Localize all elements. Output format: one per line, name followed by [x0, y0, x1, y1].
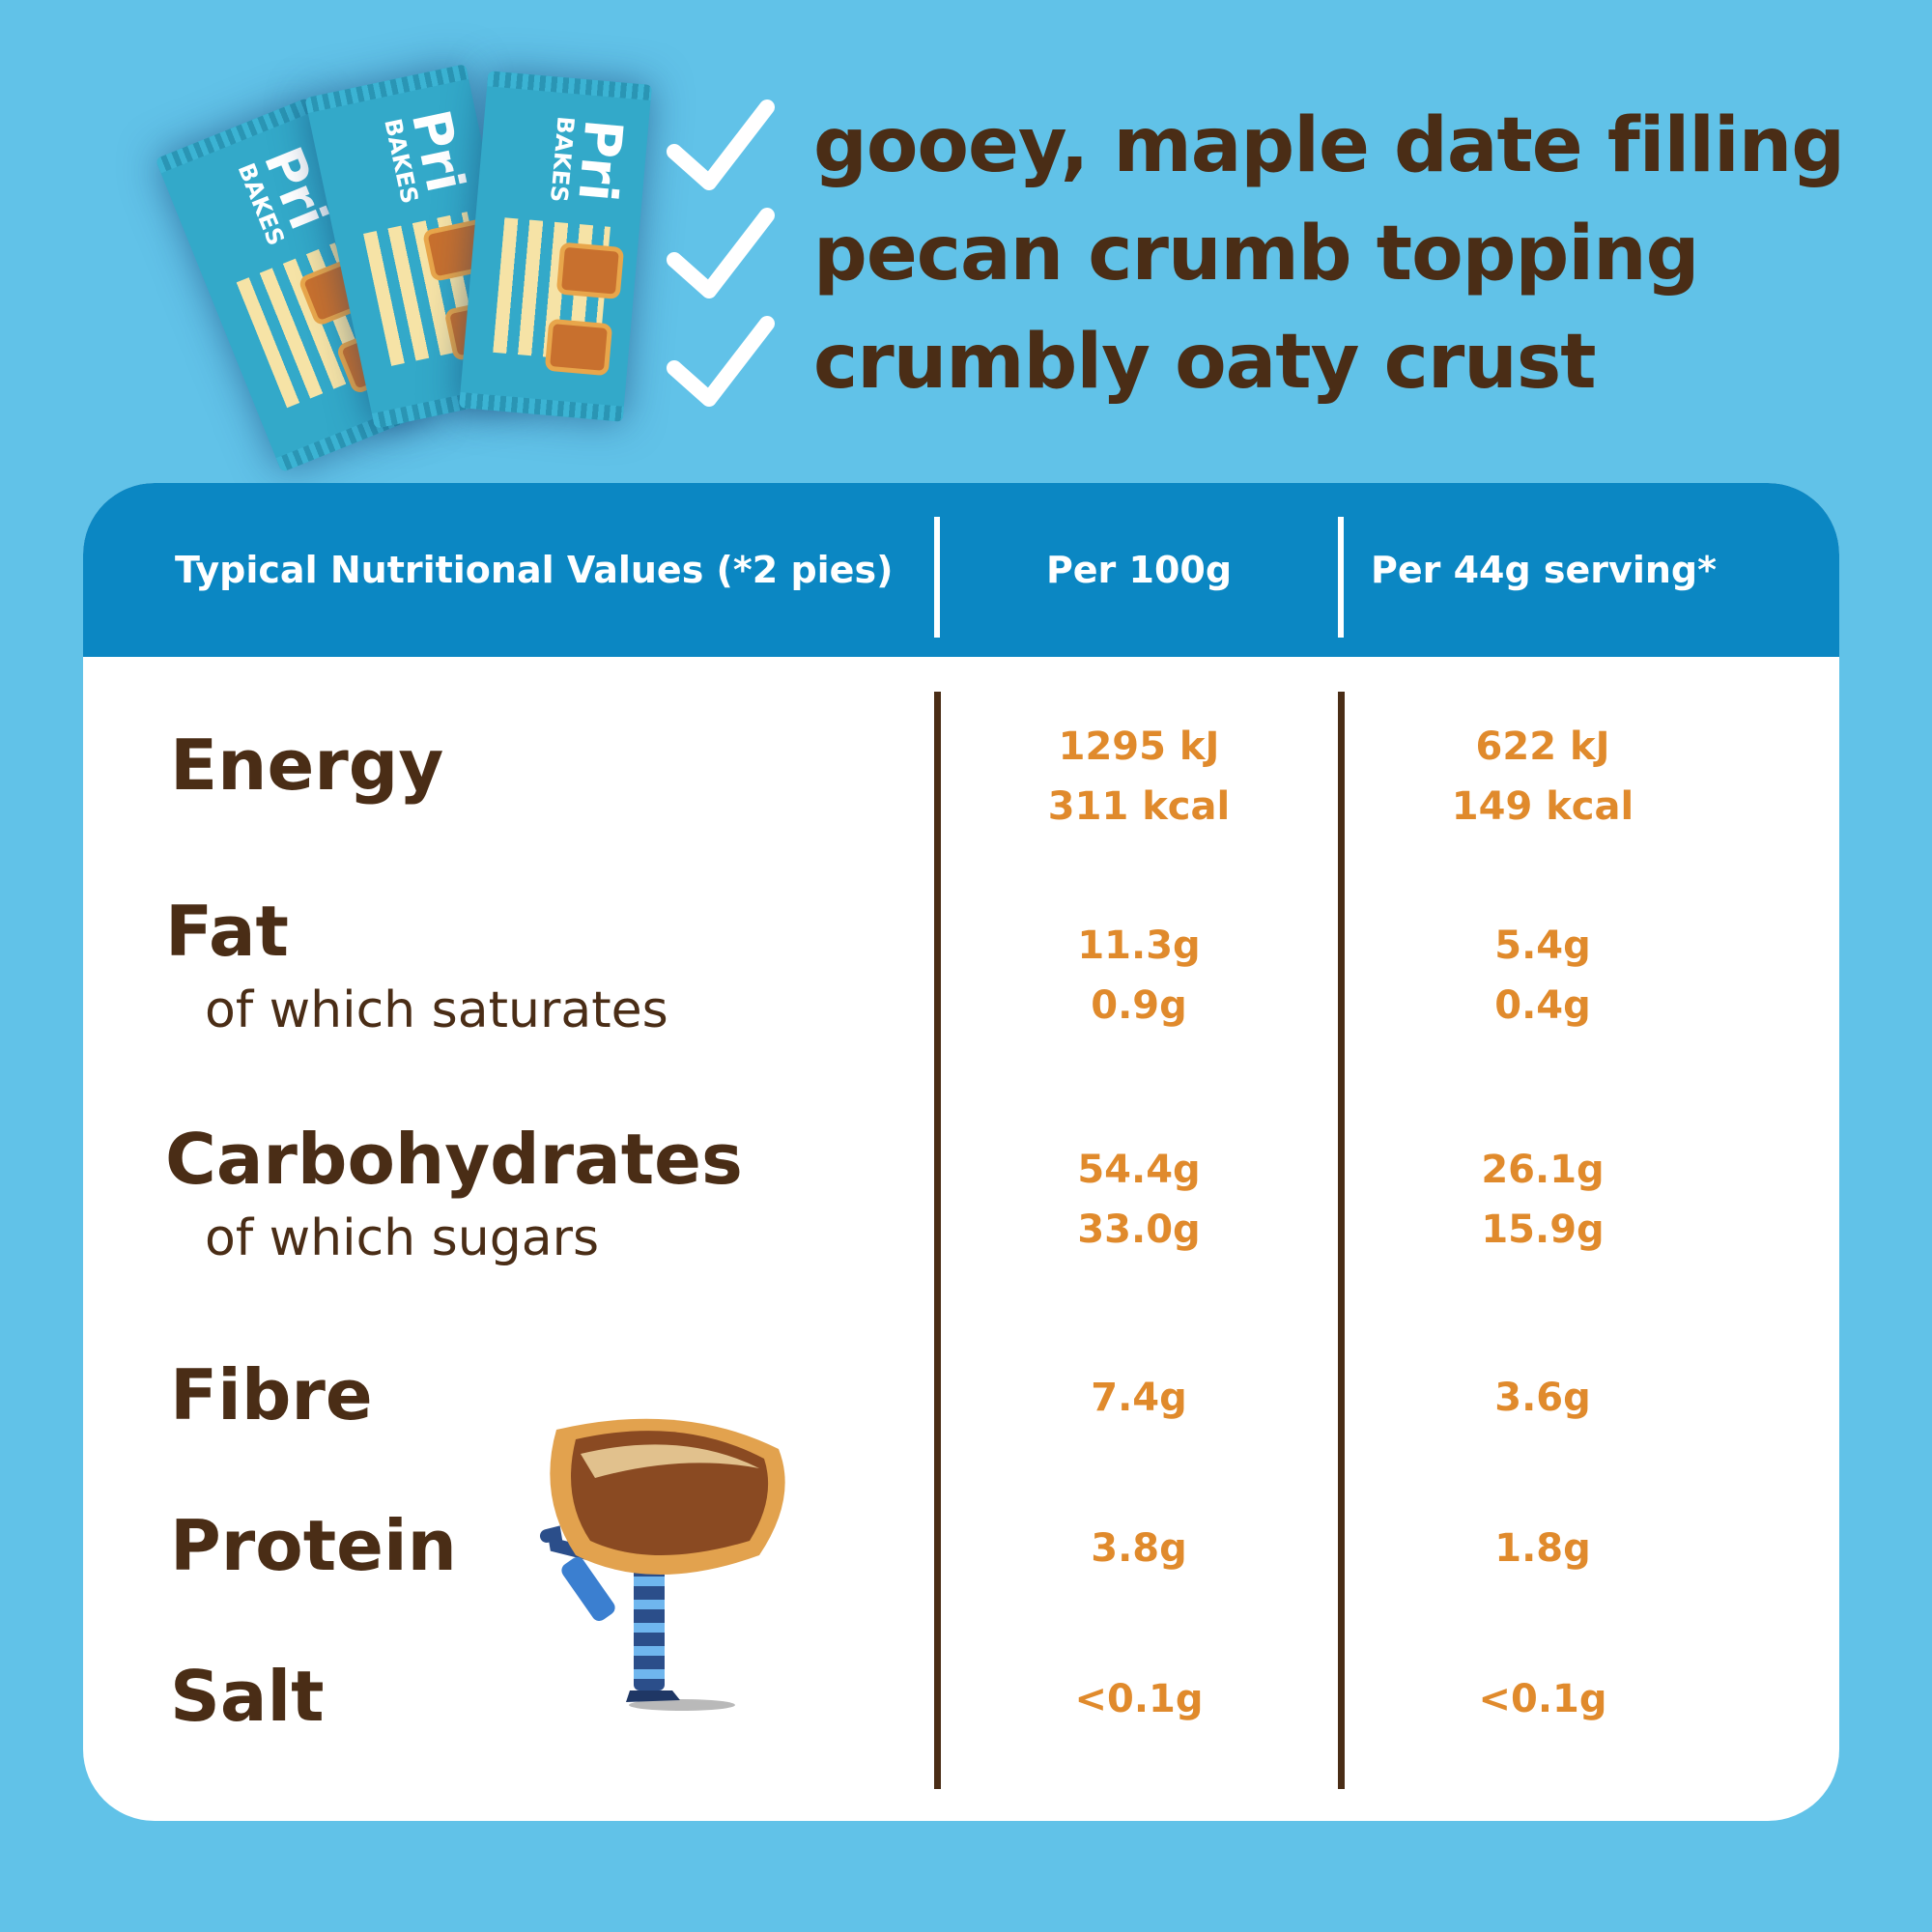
feature-text: gooey, maple date filling [813, 102, 1845, 189]
value-per-serving: 622 kJ 149 kcal [1451, 724, 1634, 829]
nutrient-label: Fibre [170, 1354, 373, 1435]
product-packs-image: Pri BAKES Pri BAKES Pri BAKES [145, 48, 686, 473]
nutrient-label: Protein [170, 1505, 457, 1586]
feature-item: gooey, maple date filling [667, 92, 1845, 200]
check-icon [667, 208, 775, 298]
column-divider [1338, 692, 1345, 1789]
header-divider [934, 517, 940, 638]
pie-mascot-illustration [540, 1418, 785, 1711]
feature-item: crumbly oaty crust [667, 308, 1844, 416]
value-per-serving: 3.6g [1494, 1376, 1591, 1420]
header-divider [1338, 517, 1344, 638]
value-per-100g: <0.1g [1074, 1677, 1204, 1721]
feature-list: gooey, maple date filling pecan crumb to… [667, 92, 1845, 416]
nutrient-label: Energy [170, 724, 444, 806]
feature-text: pecan crumb topping [813, 211, 1699, 298]
header-per-100g: Per 100g [1045, 549, 1233, 591]
value-per-100g: 7.4g [1091, 1376, 1187, 1420]
nutrient-sublabel: of which saturates [205, 981, 668, 1039]
value-per-serving: 1.8g [1494, 1526, 1591, 1571]
header-label: Typical Nutritional Values (*2 pies) [175, 549, 894, 591]
column-divider [934, 692, 941, 1789]
table-header: Typical Nutritional Values (*2 pies) Per… [83, 483, 1839, 657]
feature-text: crumbly oaty crust [813, 319, 1597, 406]
check-icon [667, 99, 775, 190]
nutrient-sublabel: of which sugars [205, 1209, 600, 1267]
value-per-100g: 54.4g 33.0g [1077, 1148, 1201, 1252]
value-per-serving: <0.1g [1478, 1677, 1607, 1721]
value-per-100g: 3.8g [1091, 1526, 1187, 1571]
value-per-100g: 1295 kJ 311 kcal [1047, 724, 1231, 829]
pie-image [544, 318, 613, 377]
product-pack: Pri BAKES [459, 71, 652, 422]
check-icon [667, 316, 775, 407]
value-per-100g: 11.3g 0.9g [1077, 923, 1201, 1028]
header-per-serving: Per 44g serving* [1371, 549, 1717, 591]
nutrient-label: Salt [170, 1656, 325, 1737]
nutrient-label: Fat [165, 891, 289, 972]
value-per-serving: 5.4g 0.4g [1494, 923, 1591, 1028]
feature-item: pecan crumb topping [667, 200, 1844, 308]
nutrition-table: Typical Nutritional Values (*2 pies) Per… [83, 483, 1839, 1821]
pie-image [555, 242, 625, 300]
value-per-serving: 26.1g 15.9g [1481, 1148, 1605, 1252]
nutrient-label: Carbohydrates [165, 1119, 743, 1200]
